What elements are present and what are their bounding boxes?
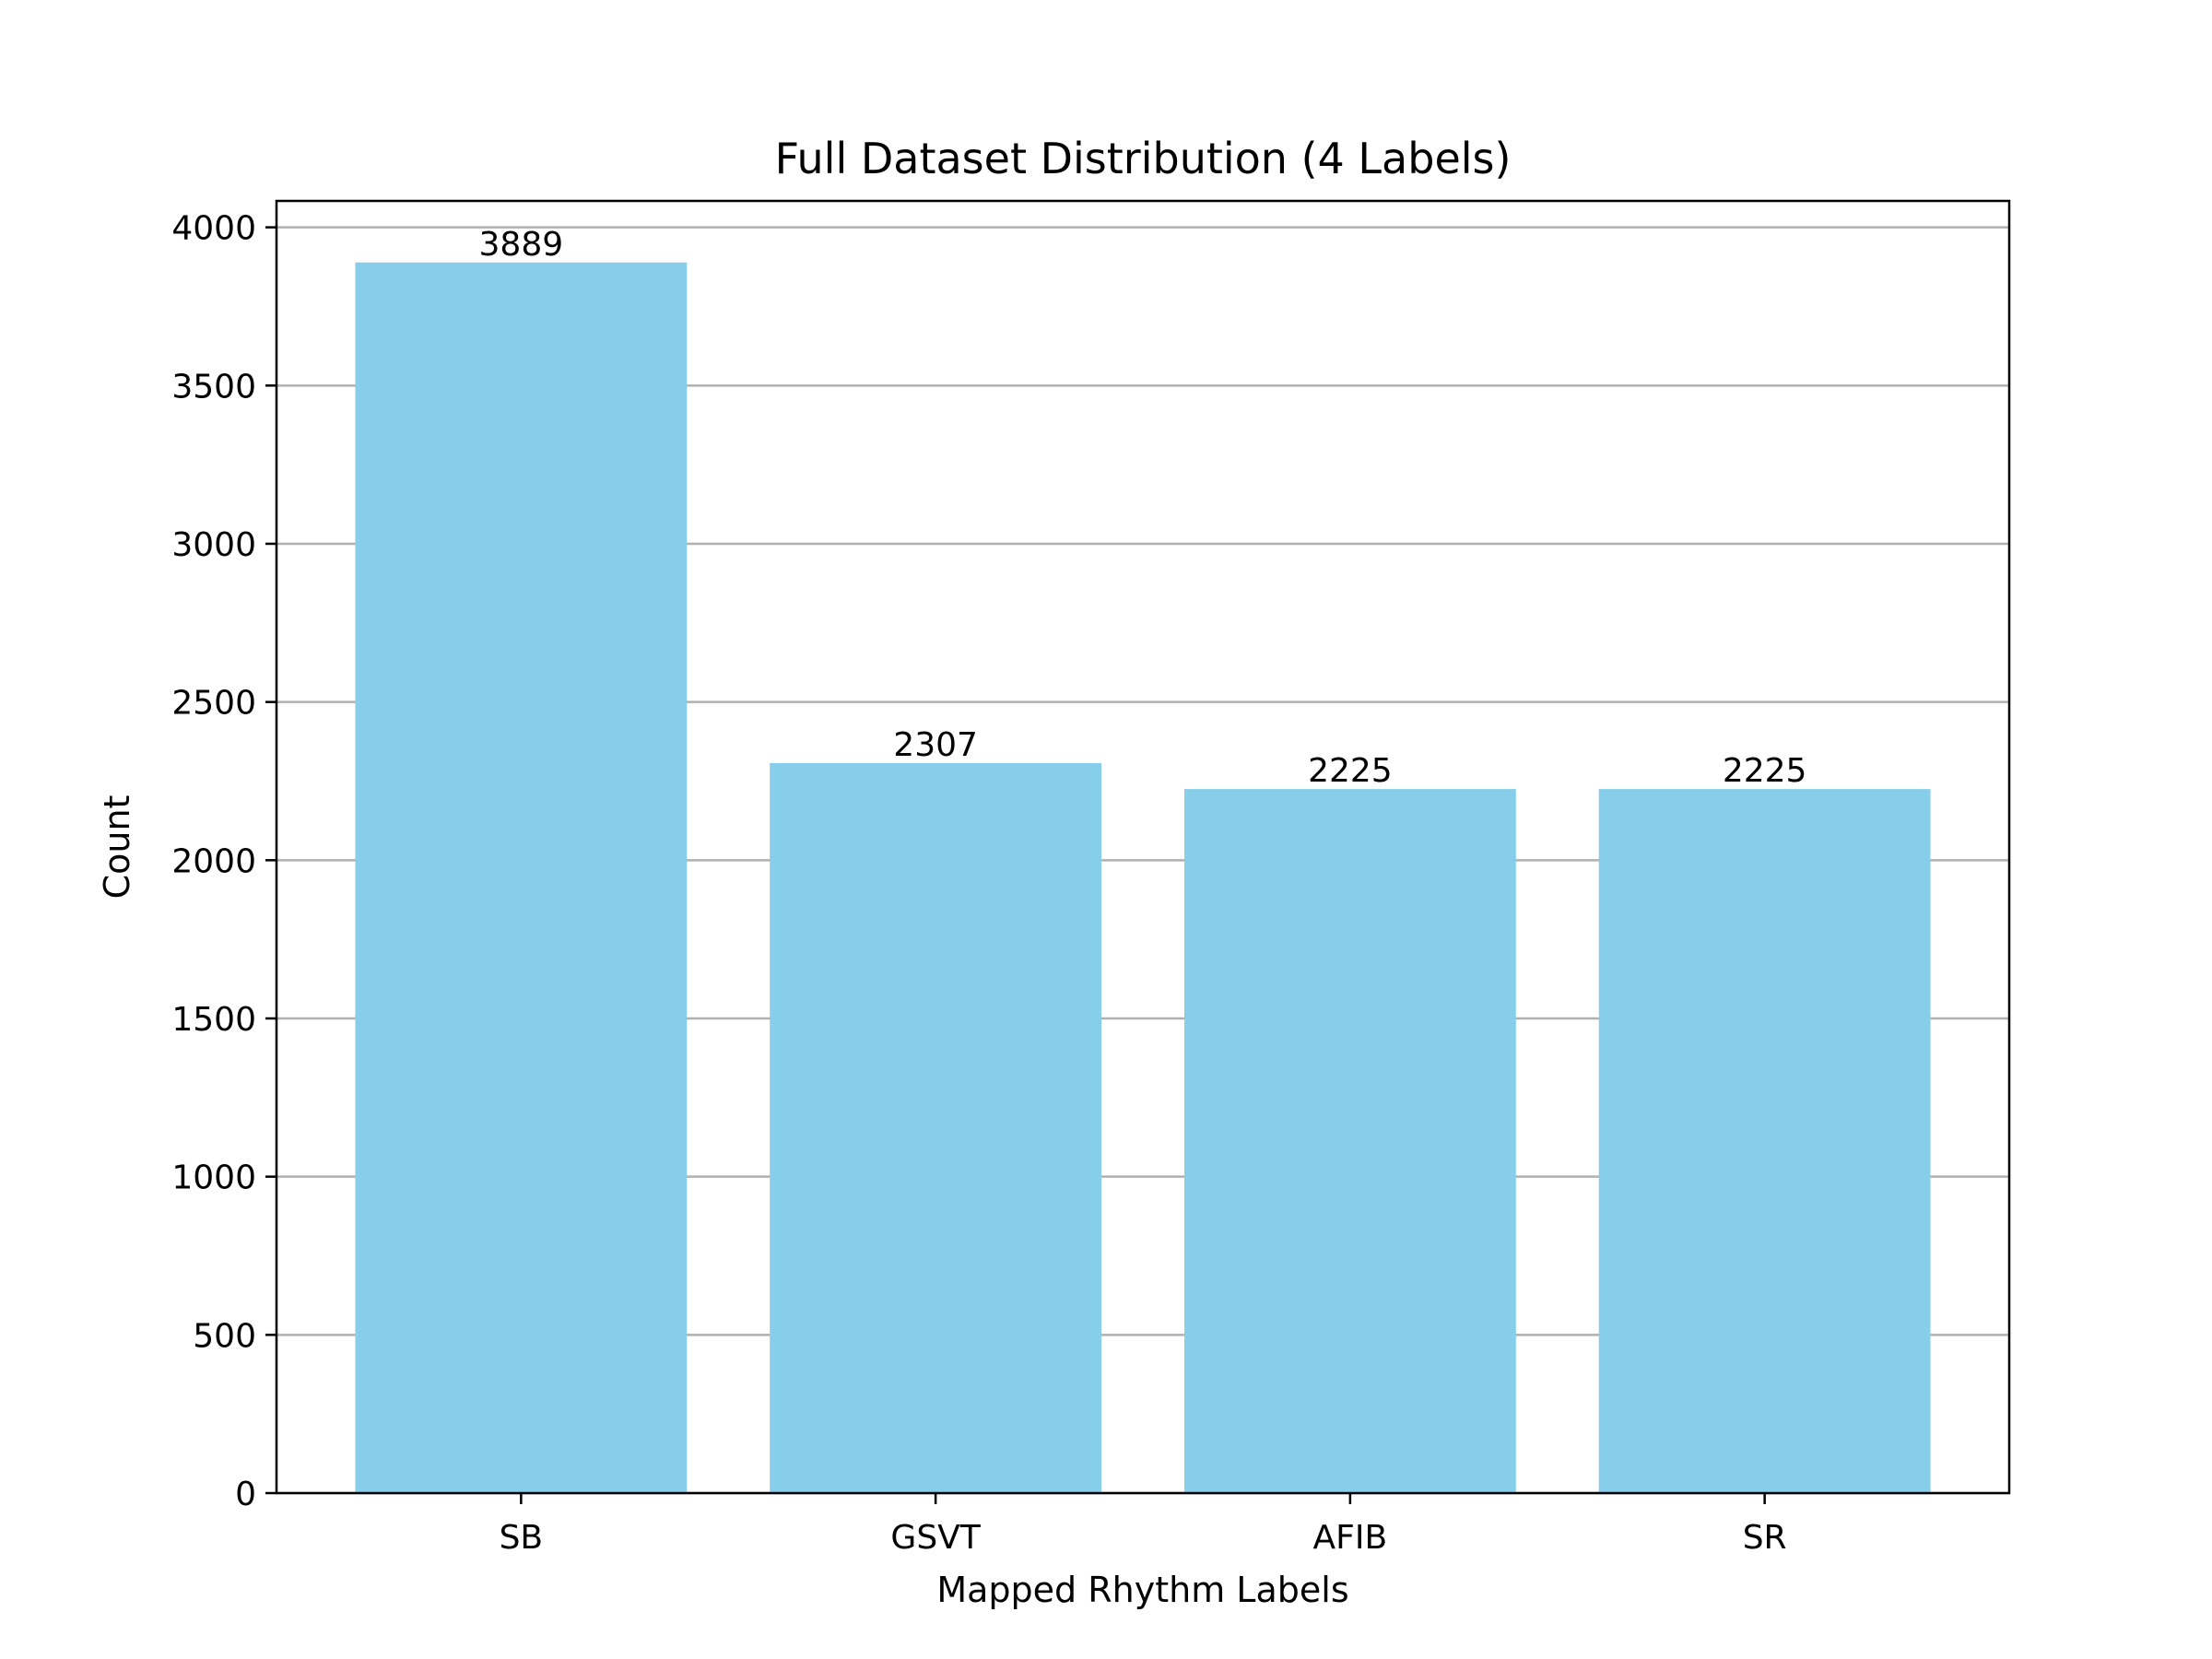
y-tick-label: 1000	[171, 1159, 256, 1197]
y-tick-label: 4000	[171, 210, 256, 248]
bar-gsvt	[770, 762, 1102, 1493]
data-labels: 3889 2307 2225 2225	[479, 226, 1807, 790]
bar-value-label: 2225	[1723, 752, 1807, 790]
ticks: 0 500 1000 1500 2000 2500 3000 3500 4000 SB GSVT AF…	[171, 210, 1786, 1557]
bars	[355, 262, 1931, 1493]
bar-value-label: 3889	[479, 226, 564, 264]
y-tick-label: 2500	[171, 685, 256, 723]
bar-value-label: 2225	[1308, 752, 1393, 790]
x-tick-label: GSVT	[890, 1519, 981, 1557]
x-tick-label: SB	[500, 1519, 544, 1557]
bar-afib	[1183, 789, 1516, 1493]
x-tick-label: AFIB	[1313, 1519, 1388, 1557]
bar-value-label: 2307	[893, 726, 978, 764]
y-tick-label: 0	[235, 1476, 256, 1513]
y-axis-label: Count	[97, 795, 137, 900]
y-tick-label: 500	[193, 1317, 256, 1355]
y-tick-label: 2000	[171, 842, 256, 880]
y-tick-label: 3500	[171, 368, 256, 406]
y-tick-label: 1500	[171, 1001, 256, 1039]
plot-frame	[275, 199, 2011, 1495]
y-tick-label: 3000	[171, 526, 256, 564]
x-axis-label: Mapped Rhythm Labels	[936, 1570, 1348, 1610]
bar-sb	[355, 262, 688, 1493]
chart-title: Full Dataset Distribution (4 Labels)	[775, 134, 1512, 183]
x-tick-label: SR	[1743, 1519, 1787, 1557]
bar-sr	[1598, 789, 1931, 1493]
